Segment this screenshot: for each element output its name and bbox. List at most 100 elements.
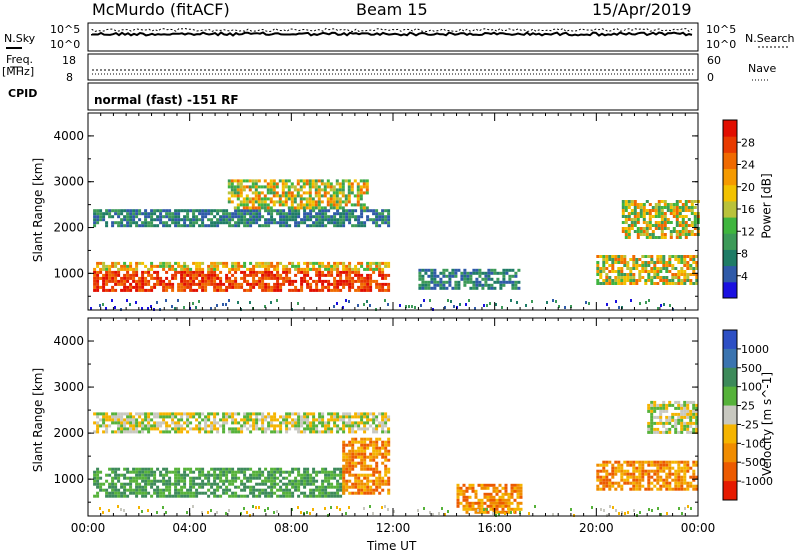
data-cell [342, 427, 346, 431]
data-cell [635, 282, 639, 285]
data-cell [288, 488, 292, 492]
data-cell [645, 221, 649, 224]
data-cell [108, 264, 112, 268]
data-cell [372, 221, 376, 225]
data-cell [231, 273, 235, 277]
data-cell [671, 415, 675, 419]
data-cell [156, 270, 160, 274]
data-cell [620, 258, 624, 261]
data-cell [448, 274, 452, 278]
data-cell [611, 255, 615, 258]
data-cell [456, 504, 460, 508]
data-cell [675, 230, 679, 233]
data-cell [480, 483, 484, 487]
data-cell [483, 304, 485, 307]
data-cell [636, 230, 640, 233]
data-cell [444, 513, 446, 516]
data-cell [290, 203, 294, 207]
data-cell [674, 472, 678, 476]
data-cell [272, 191, 276, 195]
data-cell [302, 179, 306, 183]
data-cell [450, 300, 452, 303]
data-cell [189, 288, 193, 292]
data-cell [659, 415, 663, 419]
data-cell [327, 264, 331, 268]
data-cell [489, 495, 493, 499]
nsky-label: N.Sky [4, 32, 36, 45]
data-cell [108, 494, 112, 498]
data-cell [636, 215, 640, 218]
data-cell [153, 276, 157, 280]
data-cell [686, 406, 690, 410]
data-cell [153, 427, 157, 431]
data-cell [381, 443, 385, 447]
data-cell [353, 179, 357, 183]
freq-tick-bottom: 8 [66, 71, 73, 84]
data-cell [350, 191, 354, 195]
data-cell [639, 206, 643, 209]
data-cell [153, 470, 157, 474]
data-cell [611, 475, 615, 479]
data-cell [510, 511, 512, 514]
data-cell [153, 224, 157, 228]
data-cell [132, 415, 136, 419]
data-cell [126, 212, 130, 216]
data-cell [486, 504, 490, 508]
data-cell [186, 218, 190, 222]
data-cell [475, 268, 479, 272]
data-cell [299, 188, 303, 192]
data-cell [686, 430, 690, 434]
data-cell [656, 261, 660, 264]
data-cell [387, 467, 391, 471]
data-cell [678, 230, 682, 233]
data-cell [114, 482, 118, 486]
data-cell [263, 200, 267, 204]
data-cell [348, 267, 352, 271]
data-cell [366, 415, 370, 419]
data-cell [638, 264, 642, 267]
data-cell [460, 271, 464, 275]
data-cell [296, 206, 300, 210]
data-cell [195, 288, 199, 292]
data-cell [384, 479, 388, 483]
data-cell [312, 279, 316, 283]
data-cell [662, 463, 666, 467]
data-cell [321, 488, 325, 492]
data-cell [261, 482, 265, 486]
data-cell [171, 276, 175, 280]
data-cell [258, 215, 262, 219]
data-cell [138, 282, 142, 286]
data-cell [375, 209, 379, 213]
data-cell [332, 194, 336, 198]
data-cell [378, 285, 382, 289]
data-cell [336, 221, 340, 225]
data-cell [484, 274, 488, 278]
data-cell [384, 482, 388, 486]
data-cell [456, 498, 460, 502]
data-cell [596, 273, 600, 276]
data-cell [129, 412, 133, 416]
data-cell [602, 469, 606, 473]
data-cell [255, 209, 259, 213]
data-cell [249, 424, 253, 428]
data-cell [204, 430, 208, 434]
data-cell [270, 270, 274, 274]
data-cell [317, 191, 321, 195]
data-cell [369, 437, 373, 441]
data-cell [258, 285, 262, 289]
data-cell [626, 472, 630, 476]
data-cell [478, 283, 482, 287]
data-cell [309, 276, 313, 280]
data-cell [647, 264, 651, 267]
data-cell [465, 507, 469, 511]
data-cell [311, 206, 315, 210]
data-cell [662, 279, 666, 282]
data-cell [252, 424, 256, 428]
data-cell [234, 430, 238, 434]
data-cell [282, 421, 286, 425]
data-cell [387, 212, 391, 216]
data-cell [454, 280, 458, 284]
data-cell [629, 273, 633, 276]
data-cell [225, 418, 229, 422]
data-cell [433, 274, 437, 278]
